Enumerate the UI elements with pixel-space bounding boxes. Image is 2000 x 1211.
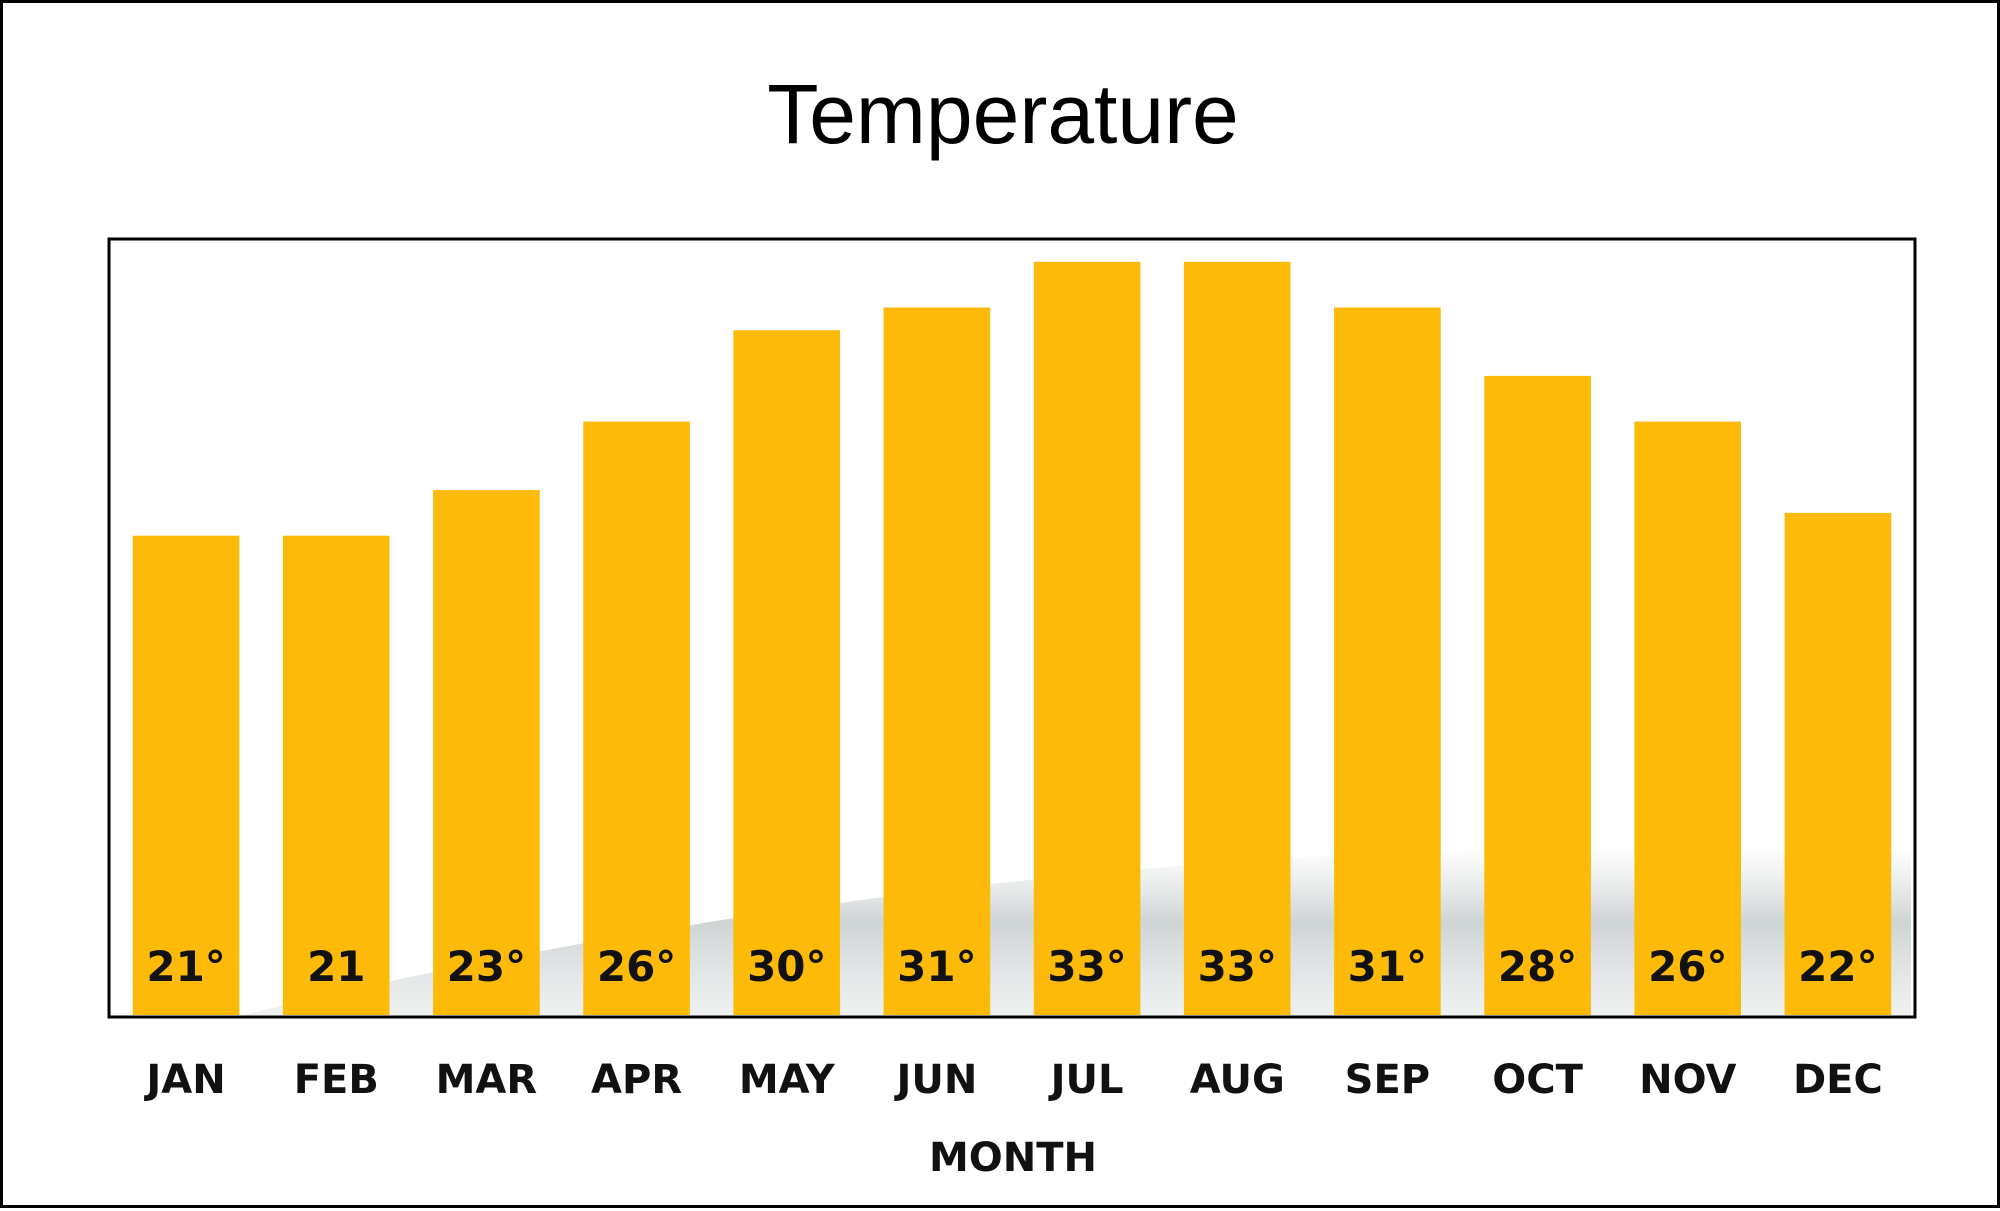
x-tick-nov: NOV (1639, 1057, 1736, 1103)
data-label-nov: 26° (1648, 942, 1727, 991)
x-tick-oct: OCT (1492, 1057, 1583, 1103)
data-label-oct: 28° (1498, 942, 1577, 991)
x-axis-label: MONTH (929, 1135, 1097, 1181)
data-label-aug: 33° (1198, 942, 1277, 991)
data-label-dec: 22° (1798, 942, 1877, 991)
bar-jun (883, 307, 991, 1015)
x-tick-sep: SEP (1345, 1057, 1430, 1103)
x-tick-may: MAY (739, 1057, 836, 1103)
bar-apr (583, 421, 690, 1016)
bar-feb (282, 535, 390, 1015)
x-tick-apr: APR (591, 1057, 682, 1103)
x-tick-aug: AUG (1190, 1057, 1285, 1103)
data-label-jul: 33° (1047, 942, 1126, 991)
bar-nov (1634, 421, 1741, 1016)
bar-series (132, 261, 1892, 1016)
temperature-chart: Temperature 21° 21 23° 26° 30° 31° 33° 33° 31° 28… (107, 67, 1917, 1181)
data-label-jun: 31° (897, 942, 976, 991)
x-tick-jun: JUN (893, 1057, 977, 1103)
data-label-may: 30° (747, 942, 826, 991)
x-axis-ticks: JAN FEB MAR APR MAY JUN JUL AUG SEP OCT NOV DEC (143, 1057, 1882, 1103)
chart-title: Temperature (767, 67, 1239, 161)
data-label-mar: 23° (447, 942, 526, 991)
data-label-sep: 31° (1348, 942, 1427, 991)
x-tick-jul: JUL (1048, 1057, 1124, 1103)
bar-sep (1334, 307, 1441, 1015)
bar-mar (433, 490, 540, 1016)
x-tick-feb: FEB (294, 1057, 379, 1103)
x-tick-dec: DEC (1793, 1057, 1883, 1103)
x-tick-mar: MAR (436, 1057, 538, 1103)
bar-jul (1033, 261, 1141, 1015)
bar-may (733, 330, 840, 1015)
data-label-feb: 21 (307, 942, 365, 991)
data-label-jan: 21° (146, 942, 225, 991)
bar-aug (1183, 261, 1291, 1015)
data-label-apr: 26° (597, 942, 676, 991)
bar-jan (132, 535, 240, 1015)
bar-dec (1784, 512, 1892, 1015)
data-labels: 21° 21 23° 26° 30° 31° 33° 33° 31° 28° 26° 22° (146, 942, 1877, 991)
bar-oct (1484, 375, 1591, 1015)
x-tick-jan: JAN (143, 1057, 225, 1103)
